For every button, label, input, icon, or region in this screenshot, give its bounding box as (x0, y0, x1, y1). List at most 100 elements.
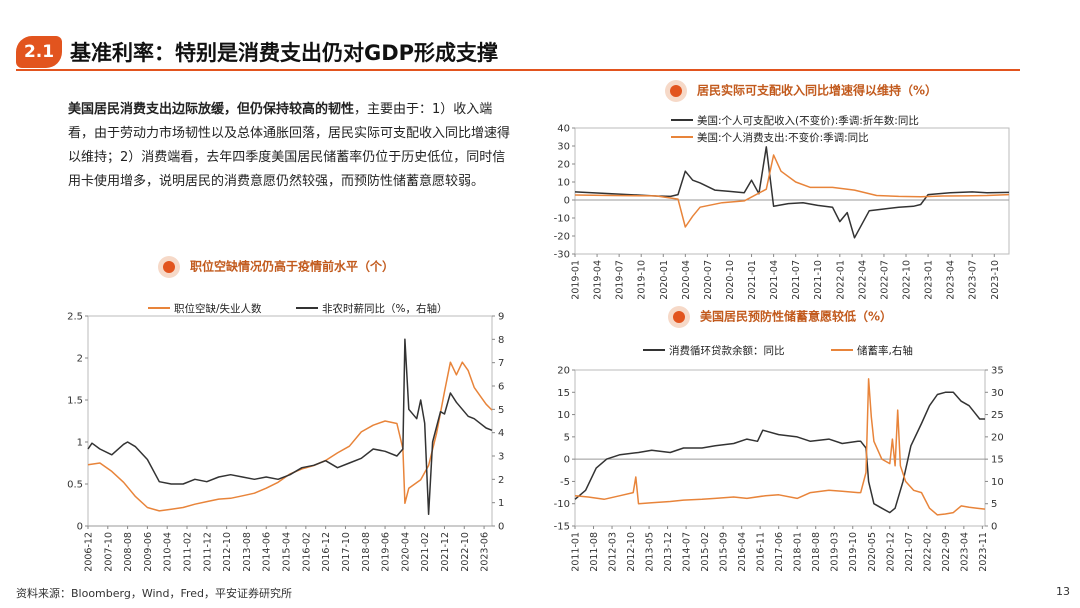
bullet-icon (665, 80, 687, 102)
y-tick-label: -10 (554, 499, 570, 510)
y2-tick-label: 10 (991, 477, 1004, 488)
y-tick-label: 1.5 (67, 396, 83, 407)
x-tick-label: 2006-12 (84, 532, 95, 572)
x-tick-label: 2021-07 (904, 532, 915, 572)
x-tick-label: 2018-08 (811, 532, 822, 572)
y-tick-label: 30 (557, 142, 570, 153)
chart-title-job-openings: 职位空缺情况仍高于疫情前水平（个） (158, 256, 394, 278)
y2-tick-label: 35 (991, 366, 1004, 377)
x-tick-label: 2022-10 (902, 260, 913, 300)
y2-tick-label: 0 (498, 522, 504, 533)
x-tick-label: 2017-10 (341, 532, 352, 572)
x-tick-label: 2019-10 (848, 532, 859, 572)
summary-text: ，主要由于：1）收入端看，由于劳动力市场韧性以及总体通胀回落，居民实际可支配收入… (68, 102, 511, 189)
y-tick-label: -15 (554, 522, 570, 533)
x-tick-label: 2020-05 (867, 532, 878, 572)
x-tick-label: 2014-07 (682, 532, 693, 572)
legend-label: 美国:个人可支配收入(不变价):季调:折年数:同比 (697, 114, 919, 127)
x-tick-label: 2015-02 (700, 532, 711, 572)
x-tick-label: 2021-07 (791, 260, 802, 300)
legend-label: 美国:个人消费支出:不变价:季调:同比 (697, 131, 869, 144)
x-tick-label: 2022-07 (879, 260, 890, 300)
x-tick-label: 2021-04 (769, 260, 780, 300)
x-tick-label: 2019-06 (381, 532, 392, 572)
section-badge: 2.1 (16, 36, 62, 68)
x-tick-label: 2023-11 (978, 532, 989, 572)
chart-job-openings: 0 0.5 1 1.5 2 2.5 0 1 2 3 4 5 6 7 8 9 2006-12 2007-10 2008… (67, 302, 504, 572)
x-tick-label: 2011-01 (571, 532, 582, 572)
x-tick-label: 2007-10 (103, 532, 114, 572)
chart-precautionary-savings: -15 -10 -5 0 5 10 15 20 0 5 10 15 20 25 30 35 2011-01 201… (554, 344, 1004, 572)
x-tick-label: 2021-01 (747, 260, 758, 300)
x-tick-label: 2015-04 (282, 532, 293, 572)
plot-area (574, 127, 1010, 255)
legend-label: 消费循环贷款余额：同比 (669, 344, 785, 357)
series-line-1 (87, 338, 493, 516)
x-tick-label: 2013-08 (242, 532, 253, 572)
y2-tick-label: 2 (498, 475, 504, 486)
x-tick-label: 2020-12 (885, 532, 896, 572)
x-tick-label: 2010-04 (163, 532, 174, 572)
x-tick-label: 2022-02 (922, 532, 933, 572)
y-tick-label: -5 (560, 477, 570, 488)
y2-tick-label: 8 (498, 335, 504, 346)
y2-tick-label: 3 (498, 452, 504, 463)
y2-tick-label: 9 (498, 312, 504, 323)
x-tick-label: 2018-08 (361, 532, 372, 572)
page-number: 13 (1056, 585, 1070, 598)
x-tick-label: 2022-10 (460, 532, 471, 572)
x-tick-label: 2021-10 (813, 260, 824, 300)
y-tick-label: 5 (564, 432, 570, 443)
plot-area (574, 369, 986, 527)
legend-label: 非农时薪同比（%，右轴） (322, 302, 447, 315)
x-tick-label: 2019-10 (637, 260, 648, 300)
x-tick-label: 2016-12 (321, 532, 332, 572)
x-tick-label: 2022-04 (857, 260, 868, 300)
y-tick-label: 40 (557, 124, 570, 135)
y2-tick-label: 5 (991, 499, 997, 510)
y2-tick-label: 5 (498, 405, 504, 416)
x-tick-label: 2018-01 (793, 532, 804, 572)
x-tick-label: 2019-01 (571, 260, 582, 300)
x-tick-label: 2013-12 (663, 532, 674, 572)
x-tick-label: 2017-06 (774, 532, 785, 572)
y2-tick-label: 20 (991, 432, 1004, 443)
y2-tick-label: 1 (498, 498, 504, 509)
summary-lead: 美国居民消费支出边际放缓，但仍保持较高的韧性 (68, 102, 355, 117)
chart-title-precautionary-savings: 美国居民预防性储蓄意愿较低（%） (668, 306, 892, 328)
y-tick-label: 0 (564, 196, 570, 207)
x-tick-label: 2011-02 (183, 532, 194, 572)
x-tick-label: 2016-04 (737, 532, 748, 572)
x-tick-label: 2016-02 (301, 532, 312, 572)
x-tick-label: 2009-06 (143, 532, 154, 572)
y-tick-label: 2.5 (67, 312, 83, 323)
y-tick-label: 1 (77, 438, 83, 449)
series-line-0 (574, 391, 985, 514)
chart-title-disposable-income: 居民实际可支配收入同比增速得以维持（%） (665, 80, 937, 102)
x-tick-label: 2023-06 (480, 532, 491, 572)
y-tick-label: -20 (554, 232, 570, 243)
legend-label: 储蓄率,右轴 (857, 344, 913, 357)
x-tick-label: 2023-07 (968, 260, 979, 300)
series-line-1 (574, 154, 1010, 228)
y-tick-label: -30 (554, 250, 570, 261)
x-tick-label: 2020-04 (400, 532, 411, 572)
y-tick-label: 0.5 (67, 480, 83, 491)
x-tick-label: 2023-01 (924, 260, 935, 300)
y-tick-label: 20 (557, 366, 570, 377)
x-tick-label: 2020-04 (681, 260, 692, 300)
chart-title-text: 美国居民预防性储蓄意愿较低（%） (700, 309, 893, 324)
x-tick-label: 2019-07 (615, 260, 626, 300)
y-tick-label: 0 (564, 455, 570, 466)
x-tick-label: 2008-08 (123, 532, 134, 572)
series-line-0 (87, 361, 493, 512)
x-tick-label: 2023-04 (946, 260, 957, 300)
y2-tick-label: 6 (498, 382, 504, 393)
x-tick-label: 2020-01 (659, 260, 670, 300)
legend-label: 职位空缺/失业人数 (174, 302, 262, 315)
y-tick-label: 0 (77, 522, 83, 533)
y2-tick-label: 7 (498, 358, 504, 369)
x-tick-label: 2014-06 (262, 532, 273, 572)
chart-title-text: 居民实际可支配收入同比增速得以维持（%） (697, 83, 938, 98)
y2-tick-label: 4 (498, 428, 504, 439)
